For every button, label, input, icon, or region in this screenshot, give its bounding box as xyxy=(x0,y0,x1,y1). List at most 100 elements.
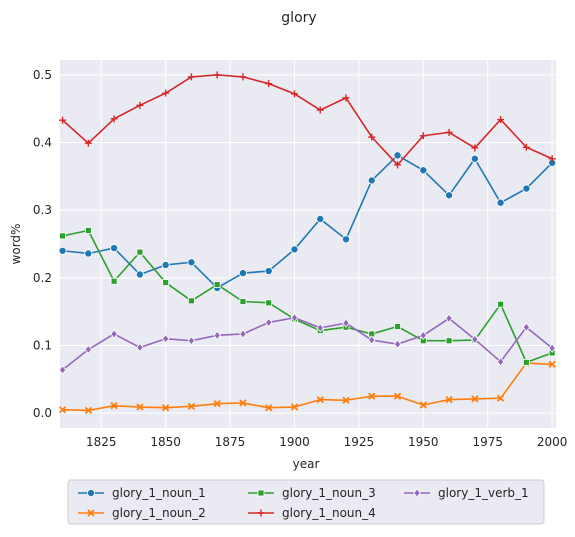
legend-label: glory_1_noun_1 xyxy=(112,486,206,500)
data-point xyxy=(522,184,531,193)
data-point xyxy=(135,270,144,279)
series-glory_1_noun_4 xyxy=(59,71,556,169)
x-tick-label: 1900 xyxy=(279,435,310,449)
data-point xyxy=(239,329,247,339)
y-axis-label: word% xyxy=(9,224,23,265)
data-point xyxy=(188,297,195,305)
data-point xyxy=(136,403,144,411)
data-point xyxy=(393,151,402,160)
chart-title: glory xyxy=(281,10,316,26)
data-point xyxy=(393,392,402,400)
data-point xyxy=(445,337,453,345)
legend-label: glory_1_verb_1 xyxy=(438,486,529,500)
data-point xyxy=(367,176,376,185)
data-point xyxy=(548,360,556,369)
legend-marker xyxy=(87,509,95,517)
data-point xyxy=(187,402,196,410)
data-point xyxy=(445,128,453,136)
data-point xyxy=(497,300,505,308)
legend-label: glory_1_noun_4 xyxy=(282,506,376,520)
legend-label: glory_1_noun_2 xyxy=(112,506,206,520)
data-point xyxy=(110,329,118,339)
data-point xyxy=(84,249,93,258)
data-point xyxy=(110,277,118,285)
data-point xyxy=(161,260,170,269)
x-tick-label: 1925 xyxy=(344,435,375,449)
legend-marker xyxy=(257,489,265,497)
legend-item: glory_1_verb_1 xyxy=(404,486,529,500)
plot-area xyxy=(60,60,556,428)
legend: glory_1_noun_1 glory_1_noun_2 glory_1_noun… xyxy=(67,479,545,525)
data-point xyxy=(265,80,273,88)
data-point xyxy=(368,392,376,400)
data-point xyxy=(316,323,324,333)
y-tick-label: 0.2 xyxy=(33,271,52,285)
data-point xyxy=(59,232,66,240)
data-point xyxy=(264,267,273,276)
data-point xyxy=(419,166,428,175)
data-point xyxy=(84,139,92,147)
data-point xyxy=(445,191,454,200)
legend-item: glory_1_noun_4 xyxy=(248,506,376,520)
data-point xyxy=(342,396,350,404)
data-point xyxy=(522,143,530,151)
data-point xyxy=(342,235,351,244)
data-point xyxy=(522,358,530,366)
data-point xyxy=(213,330,221,340)
series-layer xyxy=(58,71,557,415)
data-point xyxy=(419,330,428,340)
legend-item: glory_1_noun_2 xyxy=(78,506,206,520)
data-point xyxy=(290,245,299,254)
data-point xyxy=(393,339,402,349)
data-point xyxy=(316,214,325,223)
data-point xyxy=(110,115,118,123)
data-point xyxy=(368,335,376,345)
data-point xyxy=(239,298,247,305)
data-point xyxy=(84,406,92,415)
data-point xyxy=(58,406,67,414)
data-point xyxy=(238,269,247,278)
data-point xyxy=(368,133,376,141)
data-point xyxy=(265,299,273,307)
data-point xyxy=(342,94,350,102)
data-point xyxy=(162,404,170,412)
legend-item: glory_1_noun_3 xyxy=(248,486,376,500)
data-point xyxy=(265,404,273,412)
x-tick-label: 1850 xyxy=(150,435,181,449)
x-axis-label: year xyxy=(293,457,320,471)
y-tick-label: 0.0 xyxy=(33,406,52,420)
legend-marker xyxy=(87,488,96,497)
legend-frame xyxy=(67,479,545,525)
y-tick-label: 0.1 xyxy=(33,338,52,352)
x-tick-label: 1825 xyxy=(86,435,117,449)
data-point xyxy=(342,318,350,328)
legend-marker xyxy=(413,488,421,498)
data-point xyxy=(290,90,298,98)
data-point xyxy=(84,227,92,234)
data-point xyxy=(136,101,144,109)
data-point xyxy=(162,279,170,286)
series-glory_1_noun_2 xyxy=(58,359,556,415)
legend-marker xyxy=(257,509,265,517)
data-point xyxy=(187,336,196,346)
legend-label: glory_1_noun_3 xyxy=(282,486,376,500)
x-tick-label: 1975 xyxy=(472,435,503,449)
data-point xyxy=(213,71,221,79)
data-point xyxy=(445,395,453,404)
data-point xyxy=(496,357,505,367)
data-point xyxy=(59,116,67,124)
data-point xyxy=(84,344,93,355)
data-point xyxy=(471,334,479,345)
data-point xyxy=(187,73,195,81)
data-point xyxy=(239,73,247,81)
data-point xyxy=(471,395,479,403)
data-point xyxy=(213,400,221,408)
data-point xyxy=(445,313,453,324)
legend-item: glory_1_noun_1 xyxy=(78,486,206,500)
data-point xyxy=(471,144,479,152)
data-point xyxy=(136,342,144,353)
series-line xyxy=(62,362,553,412)
data-point xyxy=(394,323,401,330)
data-point xyxy=(470,154,479,163)
data-point xyxy=(496,198,505,207)
